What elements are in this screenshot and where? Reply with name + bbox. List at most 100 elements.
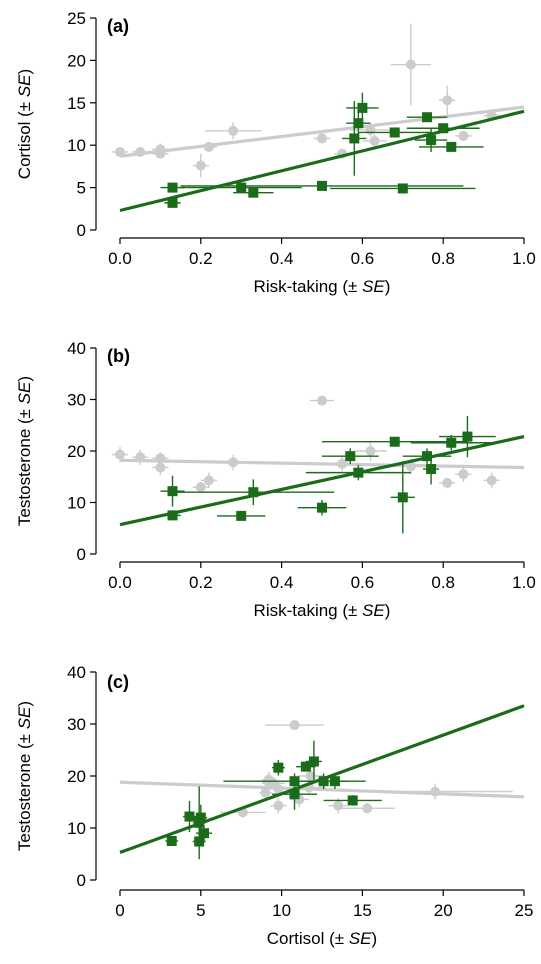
panel-2: 0 10 20 30 40 0.0 0.2 0.4 0.6 0.8 1.0 Risk-taking (… [15, 339, 536, 620]
data-point [317, 502, 327, 513]
data-point [203, 141, 214, 152]
x-tick-label: 15 [353, 901, 372, 920]
data-point [236, 510, 247, 521]
series-grey [111, 395, 525, 493]
data-point [115, 146, 125, 157]
data-point [273, 784, 284, 794]
x-axis-title: Risk-taking (± SE) [254, 601, 391, 620]
data-point [458, 469, 469, 480]
data-point [389, 127, 400, 138]
regression-line [119, 435, 525, 527]
data-point [369, 135, 380, 146]
x-tick-label: 0.4 [270, 249, 294, 268]
data-point [430, 786, 441, 797]
data-point [347, 795, 358, 806]
series-grey [111, 23, 525, 178]
y-axis-title: Cortisol (± SE) [15, 69, 34, 179]
data-point [462, 431, 473, 442]
x-tick-label: 20 [434, 901, 453, 920]
y-tick-label: 0 [77, 871, 86, 890]
data-point [135, 146, 146, 157]
data-point [486, 475, 497, 486]
x-tick-label: 0.6 [351, 573, 375, 592]
data-point [345, 451, 356, 462]
x-tick-label: 0.4 [270, 573, 294, 592]
data-point [155, 462, 166, 473]
data-point [194, 836, 205, 847]
data-point [317, 133, 327, 144]
data-point [353, 118, 364, 129]
data-point [167, 182, 178, 193]
y-tick-label: 20 [67, 51, 86, 70]
data-point [317, 395, 327, 406]
data-point [199, 828, 210, 839]
data-point [422, 451, 433, 462]
data-point [273, 762, 284, 773]
x-tick-label: 5 [196, 901, 205, 920]
data-point [135, 452, 146, 463]
y-tick-label: 40 [67, 339, 86, 358]
data-point [248, 187, 259, 198]
x-tick-label: 0.8 [431, 249, 455, 268]
data-point [300, 761, 311, 772]
data-point [362, 803, 373, 814]
x-tick-label: 0.2 [189, 573, 213, 592]
series-green [119, 415, 525, 534]
data-point [446, 141, 457, 152]
data-point [195, 482, 206, 493]
y-tick-label: 40 [67, 663, 86, 682]
data-point [194, 817, 205, 828]
x-tick-label: 0.8 [431, 573, 455, 592]
data-point [236, 182, 247, 193]
data-point [273, 800, 284, 811]
data-point [422, 112, 433, 123]
data-point [166, 836, 177, 846]
x-tick-label: 10 [272, 901, 291, 920]
panel-label: (b) [107, 346, 130, 366]
data-point [203, 475, 214, 486]
y-tick-label: 10 [67, 819, 86, 838]
data-point [289, 720, 300, 731]
data-point [329, 776, 340, 787]
data-point [289, 789, 300, 800]
data-point [155, 148, 166, 159]
data-point [337, 458, 348, 469]
data-point [349, 133, 360, 144]
regression-line [119, 109, 525, 213]
data-point [167, 197, 178, 208]
y-tick-label: 15 [67, 94, 86, 113]
data-point [195, 812, 206, 823]
data-point [260, 787, 271, 798]
x-axis-title: Risk-taking (± SE) [254, 277, 391, 296]
data-point [365, 124, 376, 135]
data-point [353, 467, 364, 478]
x-tick-label: 0.0 [108, 249, 132, 268]
y-tick-label: 30 [67, 715, 86, 734]
data-point [426, 464, 437, 475]
data-point [248, 487, 259, 498]
x-axis-title: Cortisol (± SE) [267, 929, 377, 948]
data-point [333, 800, 344, 811]
data-point [318, 776, 329, 787]
data-point [458, 130, 469, 141]
y-tick-label: 20 [67, 442, 86, 461]
data-point [365, 446, 376, 456]
y-tick-label: 20 [67, 767, 86, 786]
series-green [119, 704, 525, 860]
y-tick-label: 10 [67, 494, 86, 513]
x-tick-label: 25 [515, 901, 534, 920]
x-tick-label: 0.0 [108, 573, 132, 592]
data-point [389, 436, 400, 447]
y-tick-label: 25 [67, 9, 86, 28]
series-green [119, 92, 525, 213]
regression-line [119, 780, 525, 799]
data-point [115, 449, 125, 460]
x-tick-label: 0 [115, 901, 124, 920]
data-point [228, 457, 239, 468]
y-tick-label: 0 [77, 545, 86, 564]
data-point [397, 492, 408, 503]
regression-line [119, 458, 525, 470]
data-point [317, 180, 327, 191]
panel-label: (a) [107, 16, 129, 36]
